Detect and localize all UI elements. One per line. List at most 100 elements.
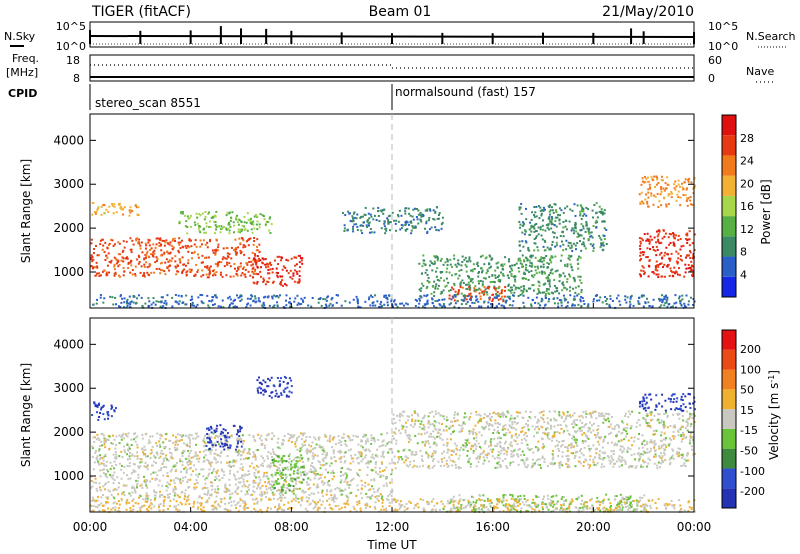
scatter-cell [690,181,693,184]
scatter-cell [625,301,628,304]
scatter-cell [271,391,274,394]
scatter-cell [587,230,590,233]
scatter-cell [537,302,540,305]
scatter-cell [159,305,162,308]
scatter-cell [570,244,573,247]
scatter-cell [550,256,553,259]
scatter-cell [582,425,585,428]
scatter-cell [550,223,553,226]
scatter-cell [217,454,220,457]
scatter-cell [185,246,188,249]
scatter-cell [485,421,488,424]
scatter-cell [259,493,262,496]
scatter-cell [213,294,216,297]
scatter-cell [497,274,500,277]
scatter-cell [489,303,492,306]
scatter-cell [252,485,255,488]
scatter-cell [120,464,123,467]
scatter-cell [374,304,377,307]
scatter-cell [181,439,184,442]
scatter-cell [292,458,295,461]
scatter-cell [298,480,301,483]
scatter-cell [145,432,148,435]
scatter-cell [472,431,475,434]
scatter-cell [168,269,171,272]
scatter-cell [494,422,497,425]
scatter-cell [298,254,301,257]
scatter-cell [640,257,643,260]
scatter-cell [162,239,165,242]
scatter-cell [109,467,112,470]
scatter-cell [98,274,101,277]
scatter-cell [264,381,267,384]
scatter-cell [227,446,230,449]
scatter-cell [138,466,141,469]
scatter-cell [284,496,287,499]
scatter-cell [303,491,306,494]
scatter-cell [466,301,469,304]
scatter-cell [404,431,407,434]
scatter-cell [355,457,358,460]
scatter-cell [483,263,486,266]
radar-title: TIGER (fitACF) [91,4,191,20]
scatter-cell [592,216,595,219]
scatter-cell [552,297,555,300]
scatter-cell [589,464,592,467]
scatter-cell [582,237,585,240]
scatter-cell [249,465,252,468]
scatter-cell [292,477,295,480]
scatter-cell [592,243,595,246]
scatter-cell [312,456,315,459]
scatter-cell [167,242,170,245]
scatter-cell [389,441,392,444]
scatter-cell [681,425,684,428]
scatter-cell [551,217,554,220]
scatter-cell [255,249,258,252]
scatter-cell [246,297,249,300]
scatter-cell [177,443,180,446]
scatter-cell [472,428,475,431]
scatter-cell [203,493,206,496]
scatter-cell [256,266,259,269]
scatter-cell [547,288,550,291]
scatter-cell [129,211,132,214]
scatter-cell [162,441,165,444]
scatter-cell [404,228,407,231]
scatter-cell [545,276,548,279]
scatter-cell [149,441,152,444]
scatter-cell [202,274,205,277]
scatter-cell [313,469,316,472]
scatter-cell [228,436,231,439]
scatter-cell [137,206,140,209]
scatter-cell [393,299,396,302]
scatter-cell [560,301,563,304]
scatter-cell [277,395,280,398]
scatter-cell [605,302,608,305]
scatter-cell [171,248,174,251]
scatter-cell [484,277,487,280]
scatter-cell [136,451,139,454]
scatter-cell [176,494,179,497]
scatter-cell [129,451,132,454]
scatter-cell [198,229,201,232]
scatter-cell [177,294,180,297]
scatter-cell [668,193,671,196]
scatter-cell [102,413,105,416]
scatter-cell [124,451,127,454]
scatter-cell [283,375,286,378]
scatter-cell [433,260,436,263]
scatter-cell [666,265,669,268]
scatter-cell [153,491,156,494]
scatter-cell [215,296,218,299]
scatter-cell [465,260,468,263]
scatter-cell [685,294,688,297]
scatter-cell [577,257,580,260]
scatter-cell [188,441,191,444]
scatter-cell [117,241,120,244]
scatter-cell [421,455,424,458]
scatter-cell [433,262,436,265]
scatter-cell [518,220,521,223]
scatter-cell [294,264,297,267]
scatter-cell [123,246,126,249]
scatter-cell [616,433,619,436]
